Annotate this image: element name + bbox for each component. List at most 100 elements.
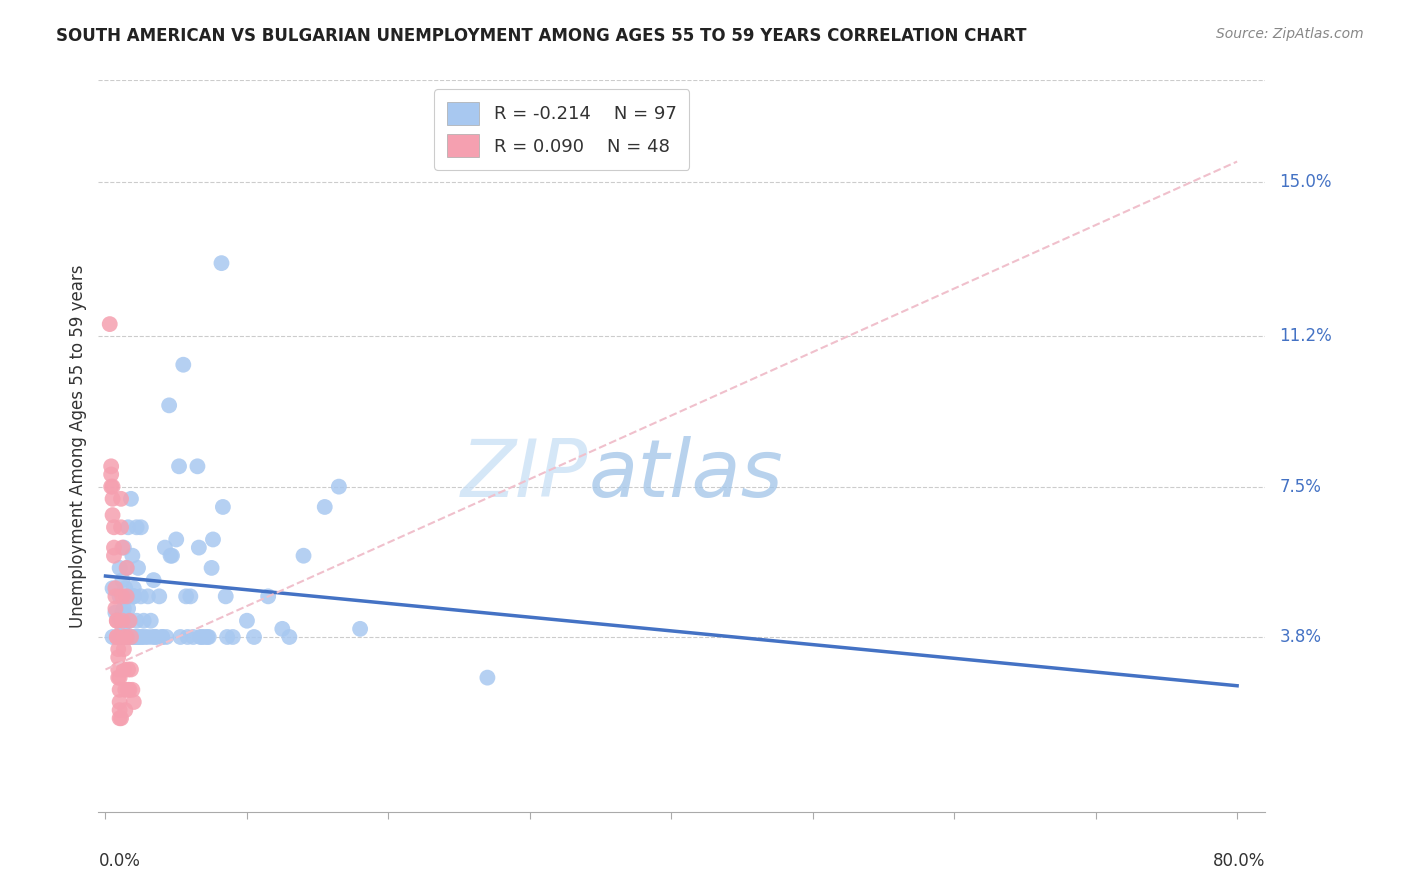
Point	[125, 614, 148, 628]
Point	[129, 520, 152, 534]
Point	[100, 467, 122, 482]
Point	[115, 630, 138, 644]
Point	[243, 630, 266, 644]
Point	[125, 520, 148, 534]
Point	[107, 671, 129, 685]
Point	[101, 630, 124, 644]
Point	[271, 622, 294, 636]
Point	[111, 606, 134, 620]
Point	[111, 573, 134, 587]
Point	[122, 590, 145, 604]
Point	[110, 491, 132, 506]
Point	[155, 630, 177, 644]
Point	[103, 549, 125, 563]
Point	[120, 630, 142, 644]
Point	[112, 630, 135, 644]
Point	[121, 630, 143, 644]
Point	[122, 590, 145, 604]
Point	[114, 614, 136, 628]
Text: 3.8%: 3.8%	[1279, 628, 1322, 646]
Point	[111, 590, 134, 604]
Point	[107, 663, 129, 677]
Point	[110, 520, 132, 534]
Point	[122, 581, 145, 595]
Point	[145, 630, 167, 644]
Point	[186, 459, 208, 474]
Point	[129, 590, 152, 604]
Point	[179, 590, 201, 604]
Point	[117, 663, 139, 677]
Point	[127, 630, 149, 644]
Point	[124, 630, 146, 644]
Point	[122, 630, 145, 644]
Point	[101, 480, 124, 494]
Point	[115, 630, 138, 644]
Point	[104, 590, 127, 604]
Point	[200, 561, 222, 575]
Point	[278, 630, 301, 644]
Point	[349, 622, 371, 636]
Point	[125, 630, 148, 644]
Point	[110, 711, 132, 725]
Point	[108, 561, 131, 575]
Point	[100, 480, 122, 494]
Point	[112, 601, 135, 615]
Point	[115, 561, 138, 575]
Point	[236, 614, 259, 628]
Point	[98, 317, 121, 331]
Point	[105, 630, 128, 644]
Point	[187, 541, 209, 555]
Point	[120, 630, 142, 644]
Point	[328, 480, 350, 494]
Point	[127, 630, 149, 644]
Point	[127, 561, 149, 575]
Point	[101, 508, 124, 522]
Text: 11.2%: 11.2%	[1279, 327, 1331, 345]
Point	[176, 630, 198, 644]
Text: 15.0%: 15.0%	[1279, 173, 1331, 191]
Text: Source: ZipAtlas.com: Source: ZipAtlas.com	[1216, 27, 1364, 41]
Point	[112, 663, 135, 677]
Text: 80.0%: 80.0%	[1213, 852, 1265, 870]
Point	[104, 606, 127, 620]
Point	[111, 541, 134, 555]
Point	[117, 630, 139, 644]
Point	[117, 520, 139, 534]
Text: 7.5%: 7.5%	[1279, 477, 1322, 496]
Point	[117, 590, 139, 604]
Point	[118, 614, 141, 628]
Point	[118, 682, 141, 697]
Point	[101, 581, 124, 595]
Point	[143, 630, 166, 644]
Point	[160, 549, 183, 563]
Point	[108, 695, 131, 709]
Point	[172, 358, 194, 372]
Text: SOUTH AMERICAN VS BULGARIAN UNEMPLOYMENT AMONG AGES 55 TO 59 YEARS CORRELATION C: SOUTH AMERICAN VS BULGARIAN UNEMPLOYMENT…	[56, 27, 1026, 45]
Point	[169, 630, 191, 644]
Point	[117, 601, 139, 615]
Point	[104, 601, 127, 615]
Point	[195, 630, 218, 644]
Point	[120, 630, 142, 644]
Point	[114, 682, 136, 697]
Point	[222, 630, 245, 644]
Point	[108, 703, 131, 717]
Point	[132, 614, 155, 628]
Point	[181, 630, 204, 644]
Point	[150, 630, 173, 644]
Point	[121, 549, 143, 563]
Point	[211, 256, 233, 270]
Point	[174, 590, 197, 604]
Point	[136, 590, 159, 604]
Point	[105, 630, 128, 644]
Point	[129, 630, 152, 644]
Point	[103, 520, 125, 534]
Point	[120, 491, 142, 506]
Point	[257, 590, 280, 604]
Point	[153, 541, 176, 555]
Point	[117, 630, 139, 644]
Point	[190, 630, 212, 644]
Point	[114, 703, 136, 717]
Point	[167, 459, 190, 474]
Point	[142, 573, 165, 587]
